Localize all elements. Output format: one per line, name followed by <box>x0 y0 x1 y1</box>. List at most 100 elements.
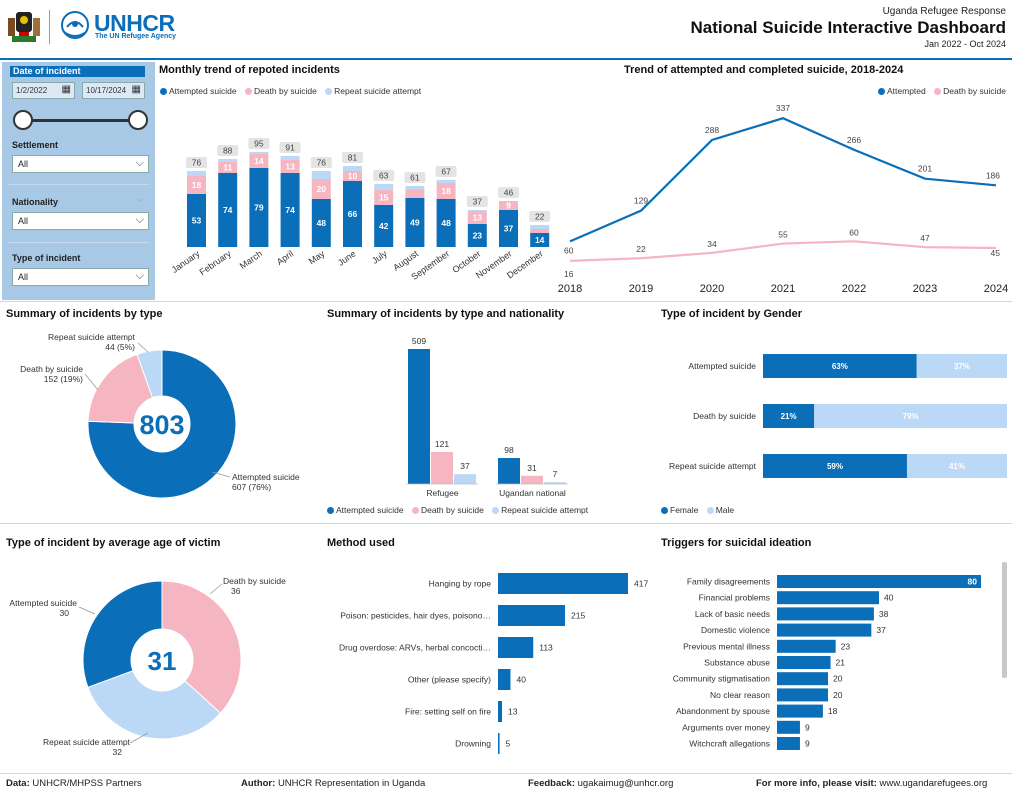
org-name: UNHCR <box>94 10 175 36</box>
legend-label: Death by suicide <box>943 86 1006 96</box>
footer-data: Data: UNHCR/MHPSS Partners <box>6 778 142 789</box>
trigger-category-label: Family disagreements <box>687 577 770 587</box>
donut-leader-line <box>78 606 96 615</box>
nationality-bar-value: 509 <box>412 336 426 346</box>
nationality-bar-chart: 509 121 37 Refugee 98 31 7 Ugandan national <box>406 336 568 498</box>
trigger-category-label: Community stigmatisation <box>673 674 771 684</box>
monthly-bar-value: 79 <box>254 203 264 213</box>
year-tick-label: 2022 <box>842 283 866 295</box>
row-divider <box>0 301 1012 302</box>
age-donut-slice-value: 30 <box>60 608 70 618</box>
monthly-bar-segment <box>280 173 300 247</box>
nationality-bar <box>431 451 453 484</box>
date-from-value: 1/2/2022 <box>16 86 48 95</box>
year-tick-label: 2024 <box>984 283 1008 295</box>
donut-leader-line <box>84 373 99 391</box>
date-range-slider-handle-end[interactable] <box>128 110 148 130</box>
trigger-category-label: Financial problems <box>699 593 770 603</box>
line-data-label: 34 <box>707 239 717 249</box>
footer-author-value: UNHCR Representation in Uganda <box>277 778 426 789</box>
monthly-total-badge <box>342 152 363 163</box>
trigger-category-label: Arguments over money <box>682 722 771 732</box>
monthly-bar-value: 14 <box>254 156 264 166</box>
gender-legend: Female Male <box>655 505 734 515</box>
type-donut-slice-name: Repeat suicide attempt <box>48 332 136 342</box>
monthly-total-label: 67 <box>441 167 451 177</box>
org-tagline: The UN Refugee Agency <box>95 33 177 40</box>
year-tick-label: 2019 <box>629 283 653 295</box>
footer-info-link[interactable]: www.ugandarefugees.org <box>879 778 988 789</box>
gender-male-bar <box>916 354 1007 378</box>
legend-label: Male <box>715 505 735 515</box>
monthly-total-label: 63 <box>379 171 389 181</box>
footer-info-label: For more info, please visit: <box>756 778 877 789</box>
footer-feedback-label: Feedback: <box>528 778 575 789</box>
legend-dot <box>160 88 167 95</box>
monthly-bar-segment <box>218 162 238 173</box>
monthly-bar-segment <box>374 190 394 205</box>
monthly-bar-segment <box>530 225 550 229</box>
type-donut-slice-name: Death by suicide <box>20 364 83 374</box>
monthly-tick-label: March <box>238 248 264 271</box>
monthly-bar-value: 20 <box>317 184 327 194</box>
monthly-bar-segment <box>343 181 362 247</box>
trigger-bar-value: 40 <box>884 593 894 603</box>
age-donut-slice-name: Repeat suicide attempt <box>43 737 131 747</box>
gender-female-value: 63% <box>832 362 848 371</box>
monthly-total-badge <box>498 187 519 198</box>
date-range-slider-track[interactable] <box>22 119 140 122</box>
monthly-bar-segment <box>249 168 269 247</box>
year-tick-label: 2020 <box>700 283 724 295</box>
yearly-chart-title: Trend of attempted and completed suicide… <box>624 64 904 76</box>
monthly-bar-segment <box>436 180 456 183</box>
legend-dot <box>706 507 714 514</box>
trigger-bar-value: 37 <box>876 625 886 635</box>
date-to-input[interactable]: 10/17/2024 ▦ <box>82 82 145 99</box>
method-bar <box>498 733 500 754</box>
nationality-category-label: Refugee <box>426 488 458 498</box>
type-donut-slice-name: Attempted suicide <box>232 472 300 482</box>
trigger-bar <box>777 672 828 686</box>
age-donut-center-value: 31 <box>148 646 177 676</box>
trigger-bar-value: 18 <box>828 706 838 716</box>
monthly-bar-segment <box>343 171 362 181</box>
settlement-dropdown[interactable]: All ⌵ <box>12 155 149 173</box>
nationality-dropdown[interactable]: All ⌵ <box>12 212 149 230</box>
legend-dot <box>325 88 333 95</box>
monthly-bar-segment <box>374 184 394 190</box>
attempted-line <box>569 117 997 243</box>
monthly-bar-segment <box>467 211 487 224</box>
calendar-icon[interactable]: ▦ <box>61 84 71 95</box>
triggers-scrollbar[interactable] <box>1002 562 1007 678</box>
monthly-tick-label: April <box>275 248 295 267</box>
trigger-category-label: Previous mental illness <box>683 641 770 651</box>
trigger-bar-value: 20 <box>833 674 843 684</box>
unhcr-logo: UNHCR The UN Refugee Agency <box>58 10 180 44</box>
trigger-category-label: Witchcraft allegations <box>689 739 770 749</box>
nationality-value: All <box>18 216 29 226</box>
footer-author-label: Author: <box>241 778 276 789</box>
monthly-bar-segment <box>436 183 456 199</box>
monthly-bar-segment <box>467 210 487 211</box>
date-range-slider-handle-start[interactable] <box>13 110 33 130</box>
monthly-bar-value: 66 <box>348 209 358 219</box>
settlement-label: Settlement <box>12 140 59 150</box>
method-category-label: Drug overdose: ARVs, herbal concocti… <box>339 643 491 653</box>
type-dropdown[interactable]: All ⌵ <box>12 268 149 286</box>
monthly-bar-segment <box>280 156 300 160</box>
line-data-label: 288 <box>705 125 719 135</box>
date-from-input[interactable]: 1/2/2022 ▦ <box>12 82 75 99</box>
trigger-bar <box>777 656 831 669</box>
monthly-bar-segment <box>249 154 269 168</box>
header-subtitle: Uganda Refugee Response <box>882 6 1006 17</box>
footer-feedback-link[interactable]: ugakaimug@unhcr.org <box>577 778 674 789</box>
line-data-label: 47 <box>920 233 930 243</box>
trigger-category-label: Substance abuse <box>704 658 770 668</box>
header-titles: Uganda Refugee Response National Suicide… <box>690 6 1006 49</box>
type-summary-title: Summary of incidents by type <box>6 308 163 320</box>
calendar-icon[interactable]: ▦ <box>131 84 141 95</box>
method-bar-value: 5 <box>506 739 511 749</box>
gender-category-label: Attempted suicide <box>688 361 756 371</box>
monthly-tick-label: July <box>370 248 389 266</box>
